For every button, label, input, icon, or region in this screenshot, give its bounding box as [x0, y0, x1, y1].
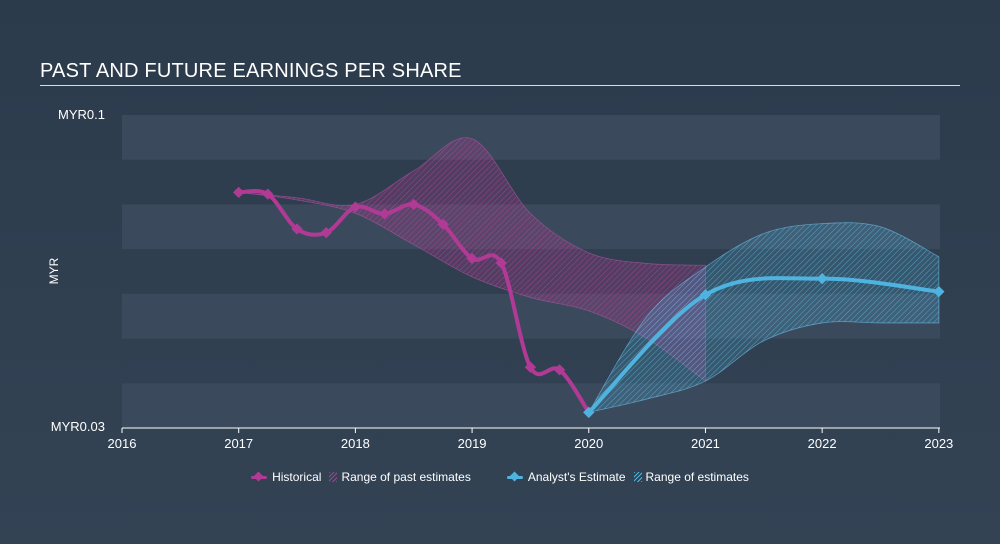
- legend-past-range-label: Range of past estimates: [341, 470, 471, 484]
- historical-line-icon: [251, 475, 268, 479]
- x-tick-label: 2018: [341, 436, 370, 451]
- historical-point[interactable]: [437, 218, 449, 230]
- grid-band: [122, 339, 940, 384]
- legend: Historical Range of past estimates Analy…: [0, 470, 1000, 484]
- legend-estimate[interactable]: Analyst's Estimate: [506, 470, 626, 484]
- historical-point[interactable]: [524, 361, 537, 373]
- historical-point[interactable]: [408, 198, 420, 211]
- x-tick-label: 2017: [224, 436, 253, 451]
- historical-point[interactable]: [553, 364, 566, 376]
- estimate-point[interactable]: [816, 272, 828, 285]
- legend-est-range-label: Range of estimates: [645, 470, 749, 484]
- legend-historical[interactable]: Historical: [251, 470, 321, 484]
- grid-band: [122, 115, 940, 160]
- grid-band: [122, 383, 940, 428]
- x-tick-label: 2020: [574, 436, 603, 451]
- y-tick-top: MYR0.1: [58, 107, 105, 122]
- x-tick-label: 2019: [458, 436, 487, 451]
- x-tick-label: 2022: [808, 436, 837, 451]
- estimate-point[interactable]: [699, 289, 712, 301]
- historical-point[interactable]: [466, 252, 478, 265]
- estimate-line: [586, 276, 941, 415]
- title-divider: [40, 85, 960, 86]
- legend-est-range[interactable]: Range of estimates: [633, 470, 749, 484]
- x-tick-label: 2021: [691, 436, 720, 451]
- chart-title: PAST AND FUTURE EARNINGS PER SHARE: [40, 60, 462, 82]
- y-tick-bottom: MYR0.03: [51, 419, 105, 434]
- historical-point[interactable]: [495, 257, 507, 269]
- historical-point[interactable]: [291, 223, 303, 235]
- estimate-point[interactable]: [583, 406, 595, 419]
- grid-band: [122, 160, 940, 205]
- past-range-hatch-icon: [329, 472, 338, 482]
- x-ticks: 2016 2017 2018 2019 2020 2021 2022 2023: [108, 428, 953, 451]
- historical-point[interactable]: [378, 208, 391, 220]
- x-tick-label: 2023: [924, 436, 953, 451]
- estimate-point[interactable]: [933, 285, 945, 298]
- legend-past-range[interactable]: Range of past estimates: [329, 470, 471, 484]
- historical-point[interactable]: [349, 201, 362, 213]
- legend-estimate-label: Analyst's Estimate: [527, 470, 626, 484]
- x-tick-label: 2016: [108, 436, 137, 451]
- historical-point[interactable]: [233, 186, 245, 199]
- legend-historical-label: Historical: [272, 470, 322, 484]
- future-estimates-range: [587, 222, 940, 413]
- historical-point[interactable]: [320, 226, 332, 239]
- y-axis-label: MYR: [47, 257, 61, 284]
- est-range-hatch-icon: [633, 472, 642, 482]
- series-points: [233, 186, 945, 419]
- historical-point[interactable]: [262, 188, 274, 200]
- estimate-line-icon: [506, 475, 523, 479]
